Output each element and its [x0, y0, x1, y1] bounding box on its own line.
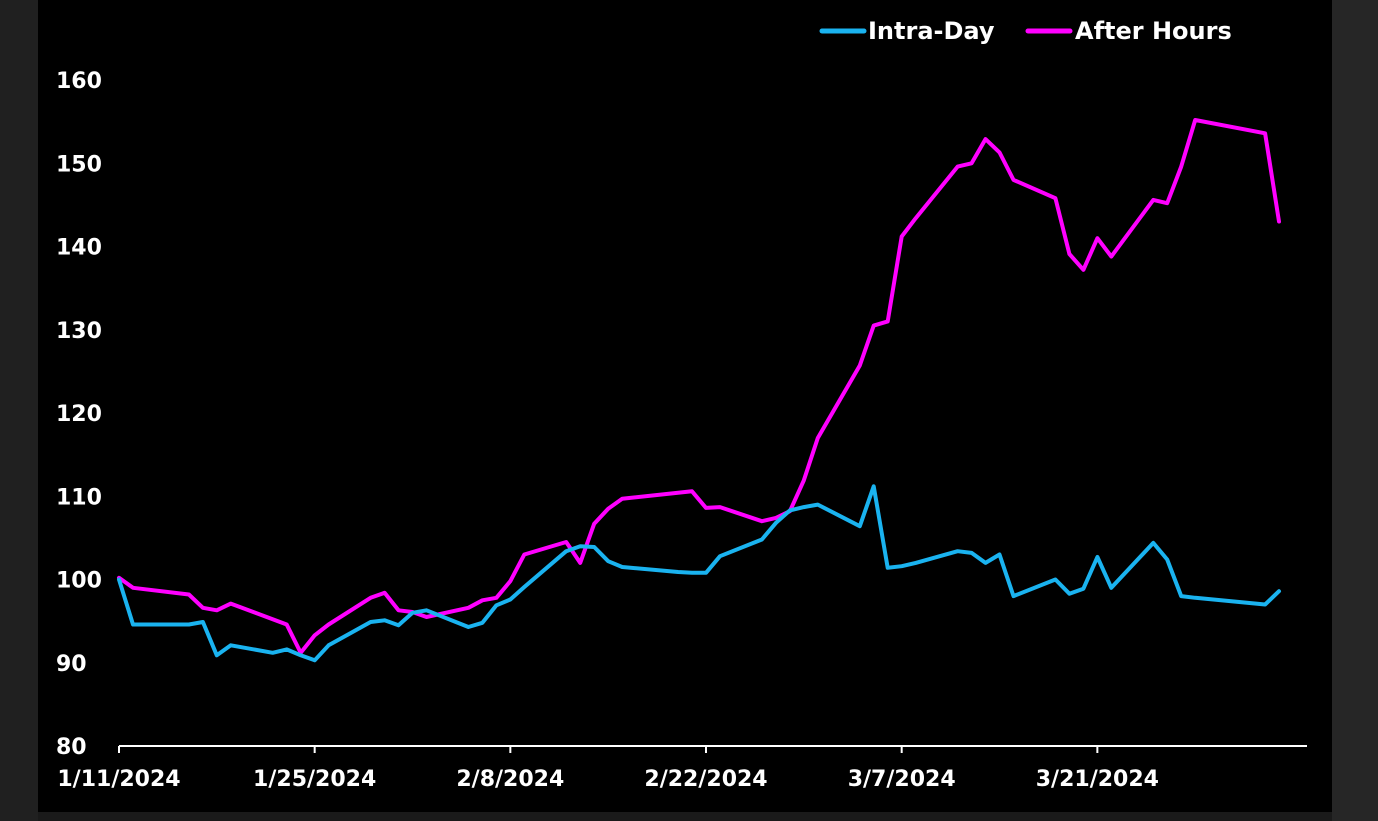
- y-tick-label: 130: [56, 319, 102, 344]
- background-bottom-strip: [38, 812, 1332, 821]
- y-tick-label: 160: [56, 69, 102, 94]
- series-layer: [117, 118, 1281, 663]
- y-tick-label: 150: [56, 152, 102, 177]
- y-axis: 80 90 100 110 120 130 140 150 160: [56, 69, 102, 760]
- y-tick-label: 110: [56, 485, 102, 510]
- x-tick-label: 2/8/2024: [456, 767, 564, 792]
- legend-label-after-hours: After Hours: [1075, 17, 1232, 45]
- x-tick-label: 1/11/2024: [57, 767, 180, 792]
- series-line-intra-day: [117, 484, 1281, 663]
- chart-legend: Intra-Day After Hours: [819, 17, 1232, 45]
- line-chart: Intra-Day After Hours 80 90 100 110 120 130 140…: [56, 17, 1307, 792]
- y-tick-label: 140: [56, 236, 102, 261]
- x-tick-label: 3/7/2024: [848, 767, 956, 792]
- x-tick-label: 1/25/2024: [253, 767, 376, 792]
- chart-panel: Intra-Day After Hours 80 90 100 110 120 130 140…: [38, 0, 1332, 812]
- y-tick-label: 120: [56, 402, 102, 427]
- x-axis: 1/11/2024 1/25/2024 2/8/2024 2/22/2024 3/7/2…: [57, 745, 1307, 792]
- legend-label-intra-day: Intra-Day: [868, 17, 995, 45]
- y-tick-label: 90: [56, 652, 87, 677]
- background-left-strip: [0, 0, 38, 821]
- x-tick-label: 3/21/2024: [1036, 767, 1159, 792]
- y-tick-label: 80: [56, 735, 87, 760]
- series-line-after-hours: [117, 118, 1281, 655]
- y-tick-label: 100: [56, 569, 102, 594]
- background-right-strip: [1332, 0, 1378, 821]
- x-tick-label: 2/22/2024: [644, 767, 767, 792]
